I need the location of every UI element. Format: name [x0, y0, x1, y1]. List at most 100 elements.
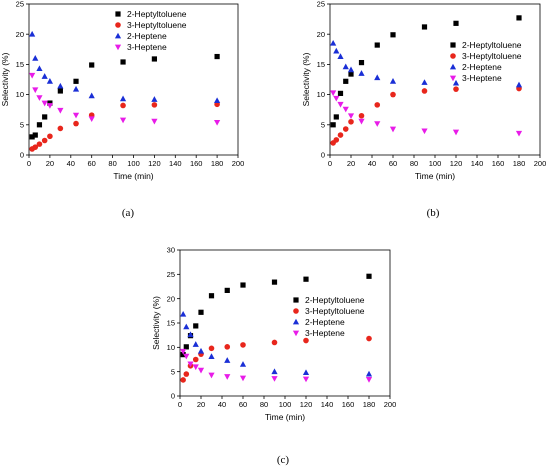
panel-caption: (c) [277, 454, 290, 466]
data-point [330, 122, 336, 128]
data-point [390, 91, 396, 98]
legend-marker [114, 44, 122, 51]
legend: 2-Heptyltoluene3-Heptyltoluene2-Heptene3… [449, 40, 522, 83]
series-3-heptene [330, 90, 523, 137]
x-tick-label: 100 [127, 159, 140, 168]
data-point [421, 79, 428, 85]
data-point [214, 53, 220, 60]
legend-marker [450, 42, 456, 48]
legend-marker [292, 330, 300, 337]
x-tick-label: 20 [347, 159, 355, 168]
data-point [358, 112, 365, 119]
legend-marker [449, 63, 457, 70]
y-tick-label: 25 [167, 270, 175, 279]
plot-frame [329, 3, 541, 156]
data-point [342, 63, 349, 70]
y-axis-label: Selectivity (%) [0, 52, 10, 106]
y-tick-label: 0 [20, 151, 24, 160]
legend-marker [449, 75, 457, 82]
legend-label: 3-Heptyltoluene [305, 306, 365, 316]
data-point [183, 344, 189, 350]
y-tick-label: 0 [321, 151, 325, 160]
data-point [366, 273, 372, 279]
y-tick-label: 20 [317, 30, 325, 39]
data-point [89, 62, 95, 68]
data-point [374, 74, 381, 81]
data-point [342, 106, 349, 113]
data-point [333, 114, 339, 120]
legend-marker [114, 32, 122, 39]
data-point [183, 353, 190, 360]
series-2-heptyltoluene [180, 273, 372, 358]
x-tick-label: 80 [108, 159, 116, 168]
data-point [197, 347, 205, 354]
series-3-heptene [29, 72, 221, 126]
legend-label: 3-Heptyltoluene [127, 20, 187, 30]
data-point [515, 81, 523, 88]
data-point [41, 100, 48, 107]
x-tick-label: 200 [384, 400, 397, 409]
data-point [240, 342, 246, 348]
series-3-heptyltoluene [29, 101, 220, 152]
y-tick-label: 5 [171, 367, 175, 376]
data-point [120, 102, 126, 109]
y-tick-label: 30 [167, 246, 175, 255]
data-point [452, 79, 460, 86]
data-point [180, 377, 186, 383]
panel-caption: (b) [427, 207, 440, 219]
data-point [41, 73, 48, 79]
data-point [42, 114, 48, 120]
data-point [214, 119, 221, 126]
legend-label: 3-Heptene [127, 42, 167, 52]
x-axis-label: Time (min) [415, 171, 455, 181]
y-tick-label: 15 [167, 319, 175, 328]
data-point [452, 129, 460, 136]
x-axis-label: Time (min) [113, 171, 153, 181]
data-point [347, 66, 355, 73]
y-tick-label: 20 [167, 294, 175, 303]
data-point [57, 125, 64, 132]
x-tick-label: 0 [178, 400, 182, 409]
data-point [73, 78, 79, 84]
data-point [337, 90, 344, 96]
data-point [271, 279, 278, 285]
data-point [343, 78, 349, 84]
data-point [358, 118, 365, 125]
legend-marker [450, 53, 456, 59]
data-point [29, 72, 36, 79]
data-point [180, 352, 186, 358]
data-point [224, 374, 231, 380]
legend-marker [115, 22, 121, 28]
data-point [366, 335, 372, 342]
data-point [198, 309, 204, 315]
x-tick-label: 120 [300, 400, 313, 409]
series-2-heptyltoluene [330, 15, 522, 128]
data-point [358, 70, 365, 76]
data-point [72, 85, 80, 92]
legend: 2-Heptyltoluene3-Heptyltoluene2-Heptene3… [114, 9, 187, 52]
data-point [239, 361, 247, 367]
x-tick-label: 40 [67, 159, 75, 168]
legend-label: 2-Heptene [462, 62, 502, 72]
x-tick-label: 100 [429, 159, 442, 168]
data-point [271, 368, 278, 375]
data-point [240, 282, 246, 288]
data-point [32, 144, 39, 150]
data-point [192, 364, 199, 371]
legend-label: 3-Heptene [305, 328, 345, 338]
data-point [180, 348, 187, 355]
x-tick-label: 60 [88, 159, 96, 168]
data-point [183, 323, 190, 330]
data-point [348, 71, 354, 77]
data-point [330, 90, 337, 97]
data-point [389, 126, 397, 133]
data-point [515, 130, 523, 137]
data-point [208, 372, 215, 379]
y-tick-label: 25 [16, 0, 24, 9]
legend-label: 2-Heptene [305, 317, 345, 327]
data-point [337, 53, 344, 59]
y-tick-label: 10 [16, 90, 24, 99]
x-tick-label: 200 [534, 159, 547, 168]
data-point [32, 132, 38, 138]
data-point [57, 107, 64, 114]
